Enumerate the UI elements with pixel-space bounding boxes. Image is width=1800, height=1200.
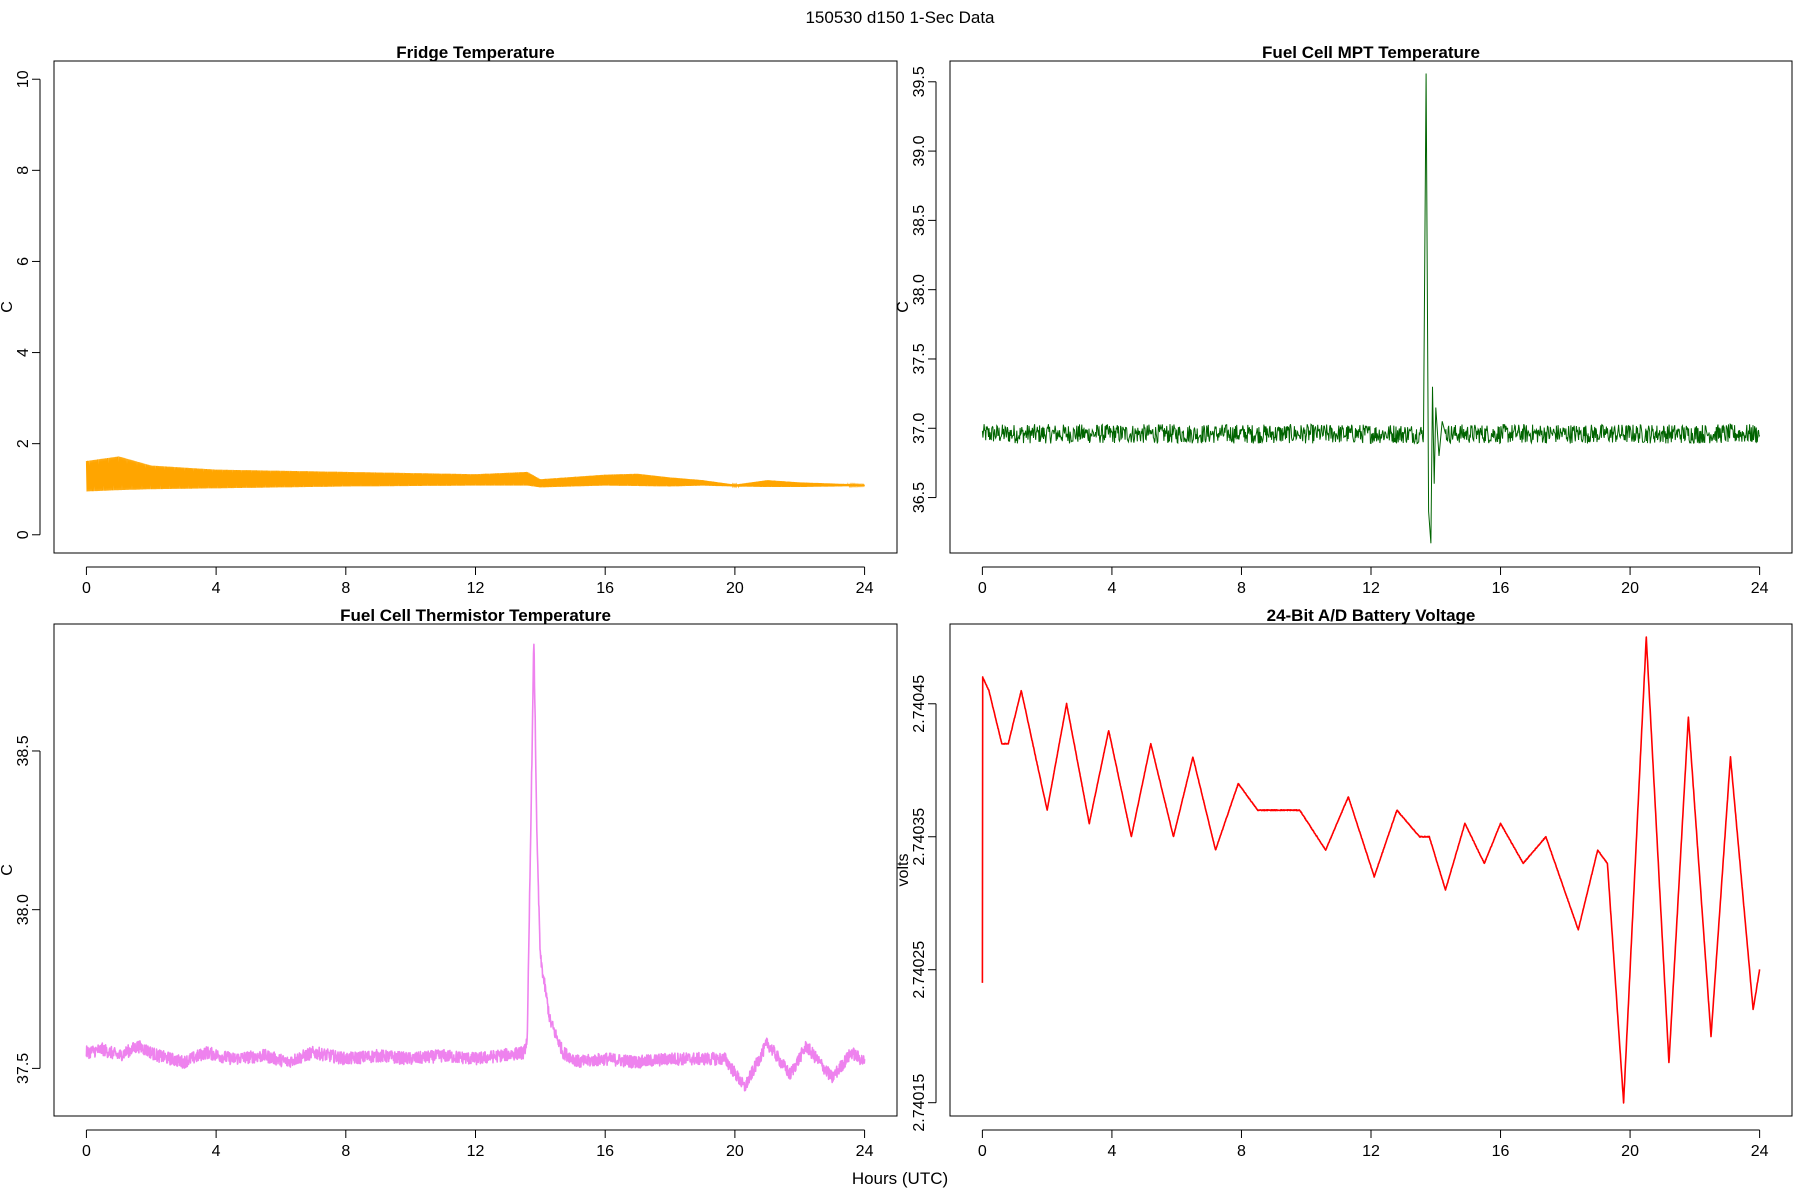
plot-frame [949,60,1793,554]
figure-title: 150530 d150 1-Sec Data [805,8,995,27]
x-tick-label: 16 [1492,580,1510,597]
x-tick-label: 20 [726,1143,744,1160]
y-tick-label: 37.0 [911,413,928,444]
x-tick-label: 24 [1751,580,1769,597]
y-axis-label: C [895,301,912,313]
y-axis-label: C [0,301,16,313]
y-tick-label: 2.74015 [911,1074,928,1132]
y-tick-label: 37.5 [911,343,928,374]
y-axis: 2.74015 2.74025 2.74035 2.74045 [911,675,937,1132]
plot-frame [53,623,898,1117]
plot-frame [53,60,898,554]
y-tick-label: 39.5 [911,66,928,97]
x-tick-label: 0 [82,580,91,597]
x-tick-label: 20 [1621,1143,1639,1160]
data-line [85,456,866,492]
y-tick-label: 38.0 [15,894,32,925]
x-tick-label: 8 [341,580,350,597]
y-axis-label: C [0,864,16,876]
panel-2: Fuel Cell MPT Temperature C 0 4 8 12 16 20 24 36.… [895,43,1793,597]
y-tick-label: 38.0 [911,274,928,305]
x-tick-label: 4 [212,1143,221,1160]
x-axis: 0 4 8 12 16 20 24 [978,566,1769,597]
y-tick-label: 38.5 [911,205,928,236]
x-tick-label: 24 [1751,1143,1769,1160]
y-tick-label: 8 [15,166,32,175]
panel-title: Fuel Cell Thermistor Temperature [340,606,611,625]
x-tick-label: 12 [467,1143,485,1160]
y-tick-label: 0 [15,530,32,539]
panel-title: Fridge Temperature [396,43,554,62]
y-tick-label: 2.74045 [911,675,928,733]
figure-xlabel: Hours (UTC) [852,1169,948,1188]
panel-title: 24-Bit A/D Battery Voltage [1267,606,1476,625]
x-tick-label: 12 [1362,580,1380,597]
x-axis: 0 4 8 12 16 20 24 [82,1129,874,1160]
y-tick-label: 2.74035 [911,808,928,866]
x-tick-label: 24 [856,1143,874,1160]
y-tick-label: 37.5 [15,1053,32,1084]
x-tick-label: 4 [1107,580,1116,597]
x-tick-label: 0 [978,580,987,597]
y-tick-label: 4 [15,348,32,357]
data-line [981,73,1761,544]
x-tick-label: 20 [726,580,744,597]
data-line [85,643,866,1092]
x-tick-label: 8 [1237,580,1246,597]
x-tick-label: 16 [596,580,614,597]
x-tick-label: 8 [1237,1143,1246,1160]
x-axis: 0 4 8 12 16 20 24 [82,566,874,597]
panel-3: Fuel Cell Thermistor Temperature C 0 4 8 12 16… [0,606,898,1160]
data-line [981,636,1761,1104]
y-axis: 37.5 38.0 38.5 [15,735,41,1084]
plot-frame [949,623,1793,1117]
y-tick-label: 2 [15,439,32,448]
x-tick-label: 16 [596,1143,614,1160]
y-tick-label: 10 [15,70,32,88]
x-tick-label: 0 [978,1143,987,1160]
x-tick-label: 16 [1492,1143,1510,1160]
y-axis: 0 2 4 6 8 10 [15,70,41,539]
y-tick-label: 6 [15,257,32,266]
y-tick-label: 36.5 [911,482,928,513]
x-tick-label: 20 [1621,580,1639,597]
y-tick-label: 38.5 [15,735,32,766]
x-axis: 0 4 8 12 16 20 24 [978,1129,1769,1160]
x-tick-label: 8 [341,1143,350,1160]
y-tick-label: 2.74025 [911,941,928,999]
panel-title: Fuel Cell MPT Temperature [1262,43,1480,62]
x-tick-label: 12 [467,580,485,597]
panel-4: 24-Bit A/D Battery Voltage volts 0 4 8 12 16 20… [895,606,1793,1160]
x-tick-label: 12 [1362,1143,1380,1160]
x-tick-label: 4 [212,580,221,597]
x-tick-label: 4 [1107,1143,1116,1160]
x-tick-label: 0 [82,1143,91,1160]
y-axis: 36.5 37.0 37.5 38.0 38.5 39.0 39.5 [911,66,937,513]
y-tick-label: 39.0 [911,135,928,166]
y-axis-label: volts [895,854,912,887]
x-tick-label: 24 [856,580,874,597]
